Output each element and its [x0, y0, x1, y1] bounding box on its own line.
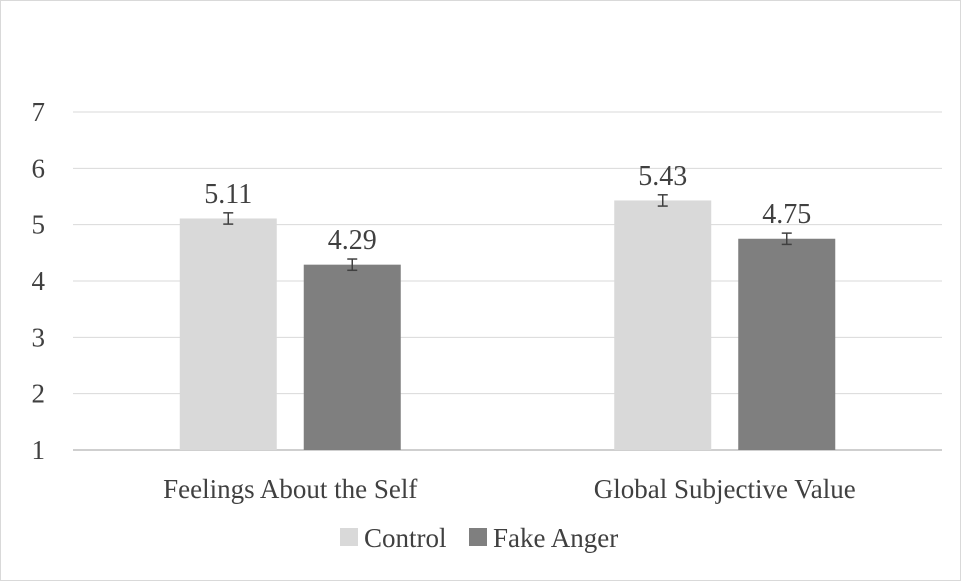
data-label: 5.43: [638, 161, 687, 192]
legend-label: Control: [364, 523, 447, 553]
data-label: 4.29: [328, 225, 377, 256]
y-tick-label: 3: [32, 322, 46, 352]
legend-swatch: [469, 528, 487, 546]
x-category-label: Feelings About the Self: [163, 474, 417, 504]
data-label: 5.11: [204, 179, 252, 210]
y-tick-label: 2: [32, 379, 46, 409]
y-tick-label: 5: [32, 210, 46, 240]
y-tick-label: 4: [32, 266, 46, 296]
legend-swatch: [340, 528, 358, 546]
bar: [179, 218, 277, 450]
x-category-label: Global Subjective Value: [594, 474, 856, 504]
data-label: 4.75: [762, 199, 811, 230]
bar: [614, 200, 712, 450]
y-tick-label: 7: [32, 97, 46, 127]
bar: [303, 264, 401, 450]
bar: [738, 238, 836, 450]
y-tick-label: 6: [32, 153, 46, 183]
y-tick-label: 1: [32, 435, 46, 465]
legend-label: Fake Anger: [493, 523, 618, 553]
